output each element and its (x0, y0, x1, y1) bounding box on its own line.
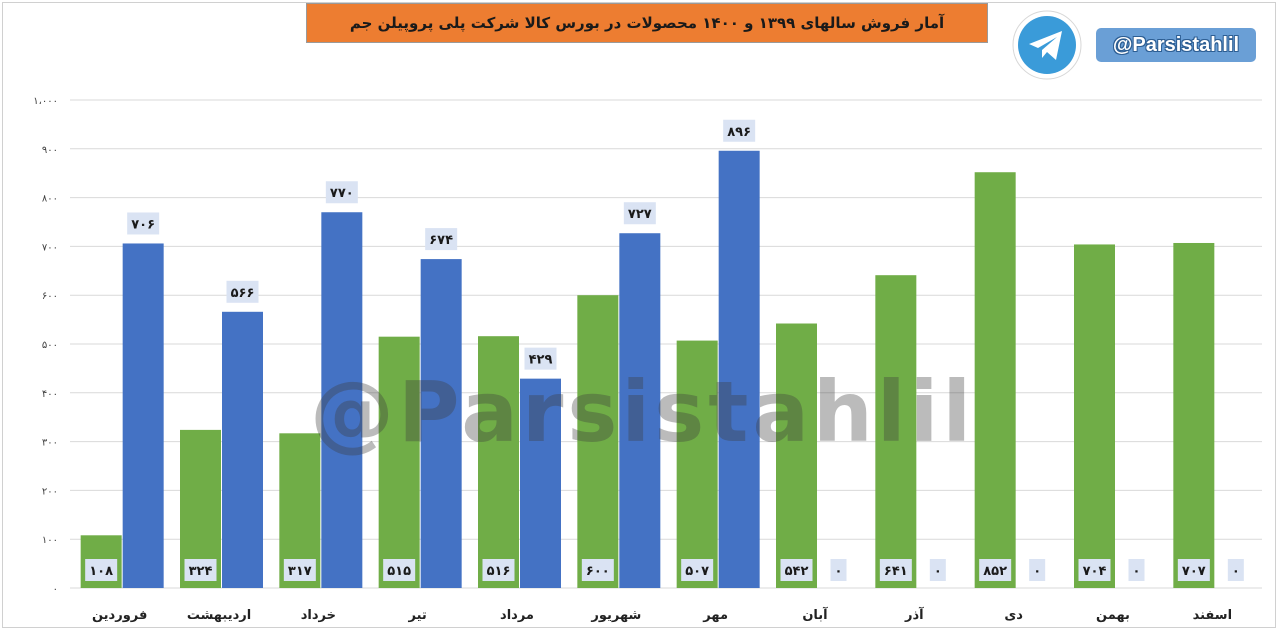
bar (718, 150, 760, 588)
data-label: ۷۰۷ (1182, 564, 1206, 579)
data-label: ۰ (1133, 564, 1141, 579)
y-tick-label: ۵۰۰ (42, 340, 58, 351)
y-tick-label: ۱۰۰ (42, 535, 58, 546)
data-label-bg (581, 559, 614, 581)
bar (776, 323, 817, 588)
data-label-bg (929, 559, 946, 581)
bar (122, 243, 164, 589)
chart-title: آمار فروش سالهای ۱۳۹۹ و ۱۴۰۰ محصولات در … (306, 3, 988, 43)
data-label: ۷۰۴ (1083, 564, 1107, 579)
bar (520, 378, 561, 588)
data-label-bg (1227, 559, 1244, 581)
bar (577, 295, 619, 588)
data-label-bg (1128, 559, 1145, 581)
data-label: ۷۷۰ (330, 186, 354, 201)
data-label: ۸۹۶ (727, 125, 751, 140)
y-tick-label: ۷۰۰ (42, 242, 58, 253)
data-label-bg (1029, 559, 1046, 581)
telegram-icon (1012, 10, 1082, 80)
x-category-label: بهمن (1096, 608, 1130, 623)
data-label: ۵۰۷ (685, 564, 709, 579)
data-label: ۱۰۸ (89, 564, 113, 579)
bar (875, 275, 917, 588)
x-category-label: اسفند (1193, 608, 1232, 623)
channel-handle: @Parsistahlil (1096, 28, 1256, 62)
data-label-bg (283, 559, 316, 581)
data-label-bg (383, 559, 416, 581)
bar (676, 340, 718, 588)
x-category-label: شهریور (590, 608, 641, 623)
data-label: ۶۴۱ (884, 564, 908, 579)
data-label: ۰ (1033, 564, 1041, 579)
x-category-label: اردیبهشت (187, 608, 251, 623)
y-tick-label: ۶۰۰ (42, 291, 58, 302)
data-label: ۸۵۲ (983, 564, 1007, 579)
data-label: ۶۷۴ (429, 233, 453, 248)
data-label: ۰ (835, 564, 843, 579)
x-category-label: فروردین (92, 608, 147, 623)
x-category-label: آذر (904, 606, 924, 623)
data-label-bg (681, 559, 714, 581)
data-label-bg (425, 228, 458, 251)
y-tick-label: ۸۰۰ (42, 194, 58, 205)
x-category-label: تیر (408, 608, 427, 623)
data-label-bg (879, 559, 912, 581)
y-tick-label: ۳۰۰ (42, 438, 58, 449)
bar (478, 336, 519, 588)
data-label: ۳۱۷ (288, 564, 312, 579)
bar (1074, 244, 1115, 588)
data-label-bg (482, 559, 515, 581)
data-label-bg (780, 559, 813, 581)
y-tick-label: ۰ (53, 584, 58, 595)
data-label-bg (85, 559, 118, 581)
data-label: ۰ (934, 564, 942, 579)
x-category-label: مرداد (500, 608, 534, 623)
y-tick-label: ۴۰۰ (42, 389, 58, 400)
data-label-bg (623, 202, 656, 225)
data-label: ۵۱۶ (487, 564, 511, 579)
bar (974, 172, 1016, 588)
bar (321, 212, 363, 589)
x-category-label: خرداد (301, 608, 336, 623)
data-label: ۶۰۰ (586, 564, 610, 579)
data-label: ۷۲۷ (628, 207, 652, 222)
data-label-bg (830, 559, 847, 581)
data-label-bg (226, 280, 259, 303)
y-tick-label: ۲۰۰ (42, 486, 58, 497)
x-category-label: آبان (802, 606, 828, 623)
data-label-bg (723, 119, 756, 142)
x-category-label: دی (1004, 608, 1023, 623)
bar (1173, 242, 1215, 588)
data-label: ۵۶۶ (231, 286, 255, 301)
y-tick-label: ۱،۰۰۰ (33, 96, 58, 107)
data-label: ۰ (1232, 564, 1240, 579)
data-label: ۴۲۹ (529, 353, 553, 368)
bar (420, 259, 462, 588)
y-tick-label: ۹۰۰ (42, 145, 58, 156)
data-label-bg (325, 181, 358, 204)
bar (378, 336, 420, 588)
bar (222, 311, 263, 588)
x-category-label: مهر (702, 608, 728, 623)
data-label-bg (1177, 559, 1210, 581)
data-label-bg (127, 212, 160, 235)
data-label: ۵۴۲ (785, 564, 809, 579)
data-label-bg (184, 559, 217, 581)
data-label-bg (979, 559, 1012, 581)
data-label: ۷۰۶ (131, 217, 155, 232)
data-label: ۵۱۵ (387, 564, 411, 579)
data-label-bg (524, 347, 557, 370)
data-label: ۳۲۴ (189, 564, 213, 579)
data-label-bg (1078, 559, 1111, 581)
bar (619, 233, 661, 588)
